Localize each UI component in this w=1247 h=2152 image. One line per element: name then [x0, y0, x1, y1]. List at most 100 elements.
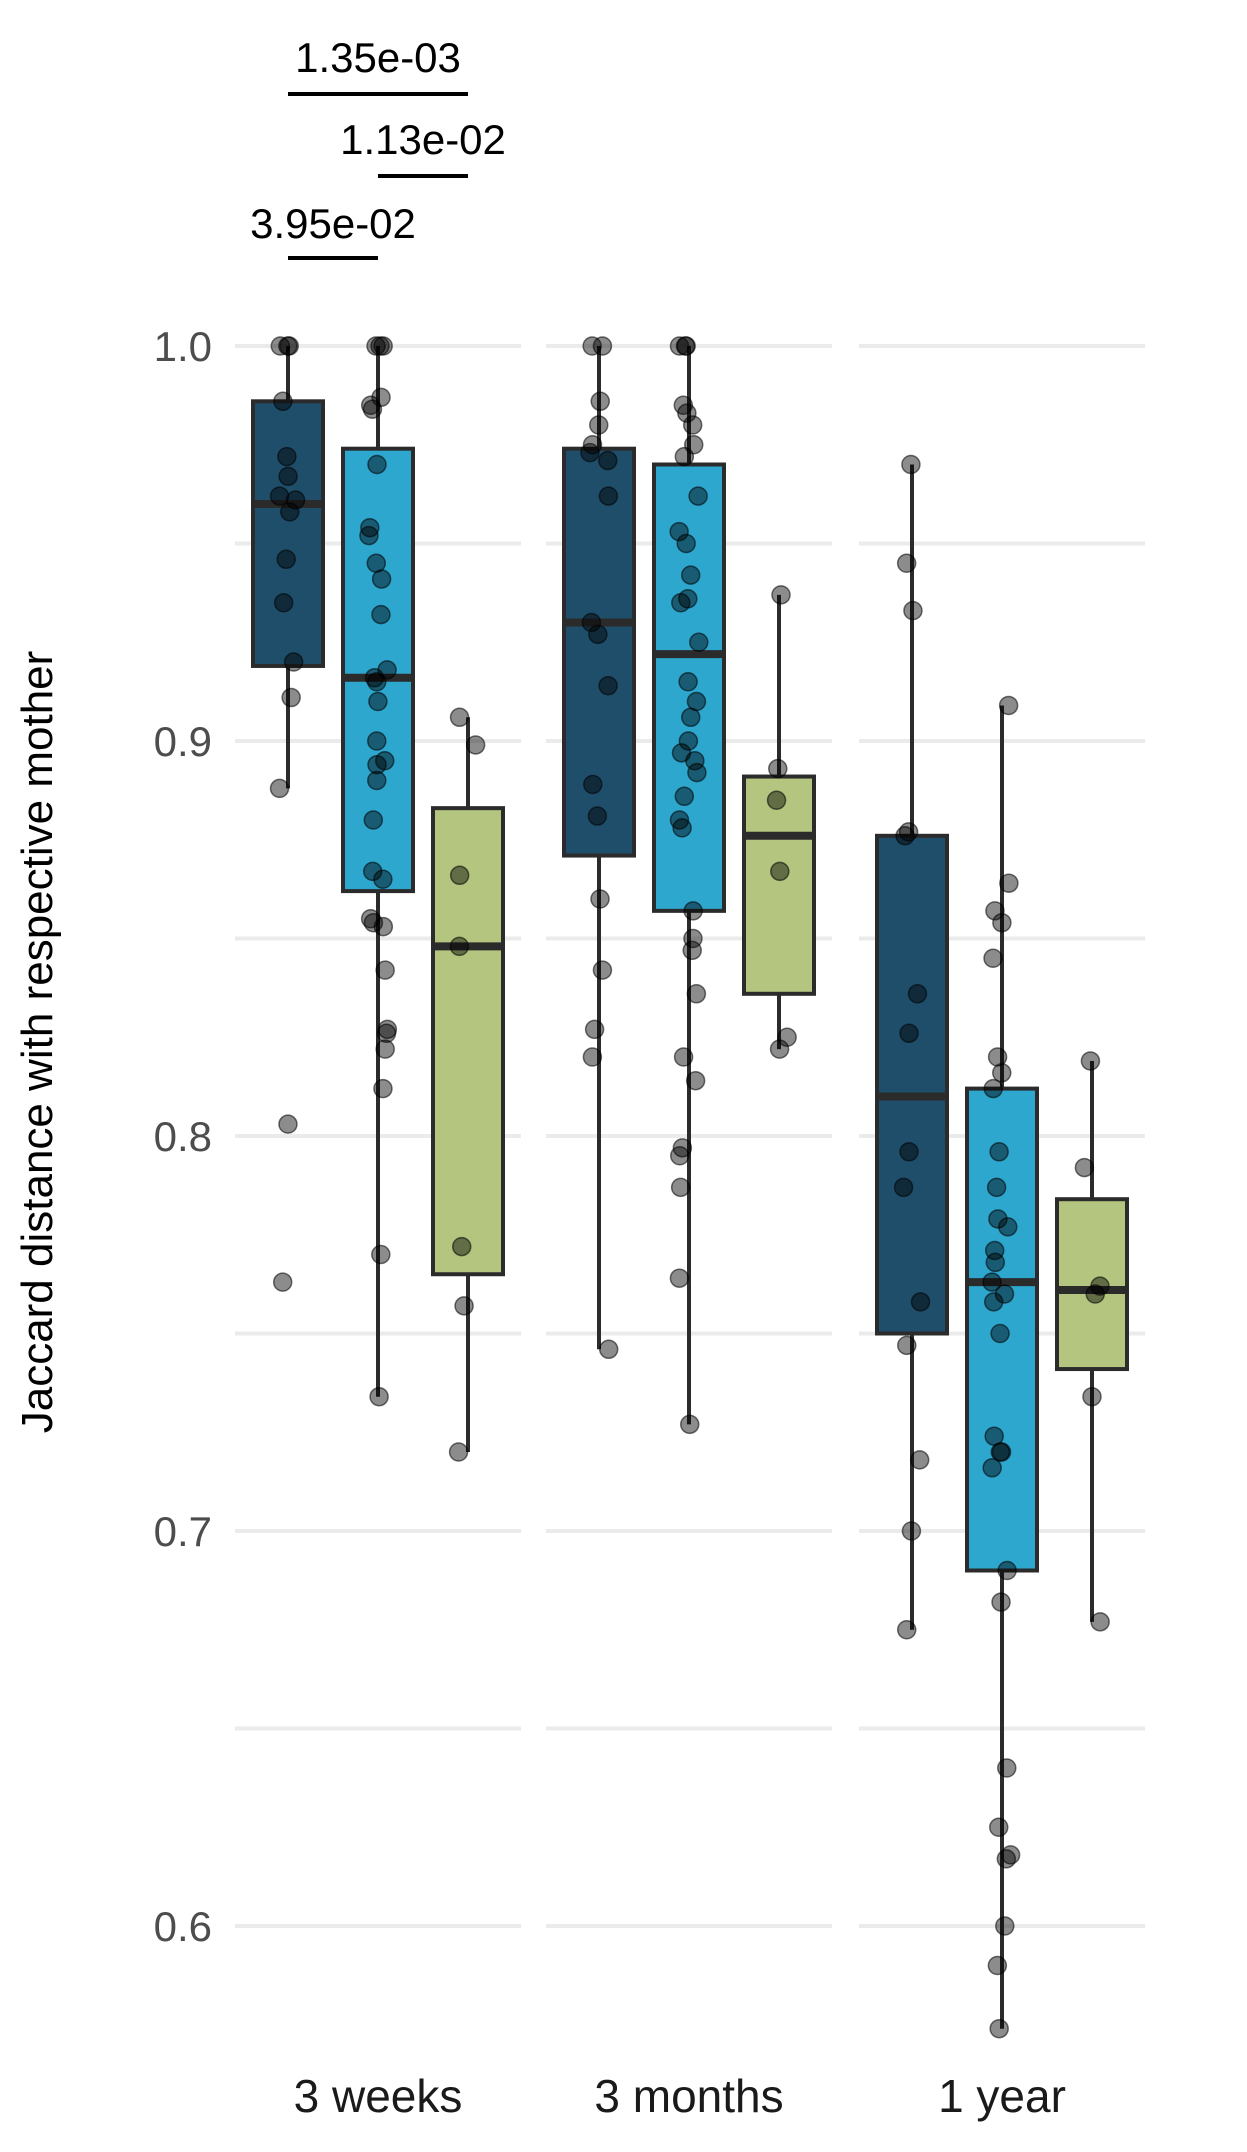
data-point: [587, 806, 608, 826]
data-point: [367, 770, 387, 791]
x-tick-label: 1 year: [938, 2070, 1066, 2122]
data-point: [676, 533, 696, 554]
data-point: [367, 754, 387, 775]
data-point: [982, 1272, 1002, 1292]
data-point: [366, 336, 386, 356]
data-point: [598, 675, 618, 696]
data-point: [451, 1236, 472, 1257]
data-point: [994, 1284, 1015, 1304]
data-point: [896, 553, 917, 573]
data-point: [368, 691, 388, 712]
data-point: [375, 960, 395, 980]
data-point: [893, 1177, 914, 1198]
data-point: [598, 450, 618, 471]
data-point: [901, 454, 921, 475]
data-point: [580, 442, 600, 463]
data-point: [360, 517, 380, 538]
data-point: [688, 486, 708, 506]
data-point: [276, 549, 296, 570]
data-point: [363, 810, 384, 830]
data-point: [999, 873, 1019, 893]
data-point: [897, 1335, 917, 1356]
y-tick-label: 0.9: [154, 718, 212, 765]
data-point: [907, 984, 928, 1004]
x-tick-label: 3 months: [594, 2070, 783, 2122]
data-point: [992, 1063, 1012, 1083]
data-point: [582, 1047, 603, 1067]
data-point: [278, 466, 298, 487]
data-point: [375, 1039, 395, 1059]
box: [562, 446, 636, 858]
data-point: [678, 672, 698, 692]
data-point: [362, 861, 383, 882]
data-point: [283, 652, 304, 672]
data-point: [373, 1078, 393, 1099]
data-point: [588, 415, 609, 435]
data-point: [771, 585, 791, 605]
data-point: [989, 1142, 1009, 1162]
data-point: [674, 446, 695, 467]
data-point: [996, 1849, 1017, 1869]
significance-label: 1.35e-03: [295, 34, 461, 81]
data-point: [909, 1450, 930, 1470]
data-point: [685, 751, 705, 771]
data-point: [899, 1023, 919, 1044]
data-point: [992, 912, 1012, 933]
data-point: [903, 600, 923, 621]
data-point: [376, 1023, 397, 1044]
data-point: [896, 1620, 917, 1640]
data-point: [982, 1458, 1002, 1478]
y-tick-label: 1.0: [154, 323, 212, 370]
data-point: [449, 707, 470, 728]
data-point: [592, 336, 613, 356]
data-point: [598, 1339, 619, 1360]
data-point: [986, 1177, 1007, 1198]
data-point: [682, 415, 703, 435]
data-point: [991, 1592, 1011, 1612]
x-tick-label: 3 weeks: [294, 2070, 463, 2122]
data-point: [676, 336, 696, 356]
data-point: [369, 1386, 389, 1407]
data-point: [590, 889, 610, 909]
data-point: [997, 1560, 1017, 1581]
data-point: [583, 774, 603, 795]
data-point: [689, 632, 709, 652]
data-point: [1080, 1051, 1101, 1071]
data-point: [1082, 1386, 1102, 1407]
data-point: [270, 336, 291, 356]
data-point: [465, 735, 486, 755]
data-point: [985, 901, 1005, 921]
data-point: [671, 593, 691, 613]
data-point: [373, 869, 393, 889]
data-point: [682, 940, 702, 961]
data-point: [373, 916, 394, 937]
data-point: [687, 762, 707, 783]
data-point: [683, 901, 703, 921]
data-point: [983, 1078, 1004, 1099]
boxes: [251, 399, 1129, 1573]
data-point: [983, 1292, 1004, 1312]
data-point: [677, 403, 697, 423]
data-point: [448, 1442, 469, 1462]
box: [875, 833, 949, 1336]
data-point: [371, 1244, 391, 1265]
data-point: [273, 593, 294, 613]
data-point: [362, 399, 383, 419]
data-point: [669, 1268, 690, 1288]
y-tick-label: 0.7: [154, 1508, 212, 1555]
data-point: [910, 1292, 931, 1312]
data-point: [686, 984, 707, 1004]
data-point: [373, 336, 393, 356]
data-point: [673, 1047, 694, 1067]
data-point: [669, 521, 689, 542]
data-point: [581, 612, 602, 633]
data-point: [582, 336, 602, 356]
data-point: [584, 1019, 605, 1040]
data-point: [269, 778, 290, 799]
data-point: [678, 731, 699, 751]
data-point: [998, 1217, 1018, 1237]
data-point: [454, 1296, 474, 1316]
data-point: [990, 1323, 1010, 1344]
data-point: [598, 486, 619, 506]
